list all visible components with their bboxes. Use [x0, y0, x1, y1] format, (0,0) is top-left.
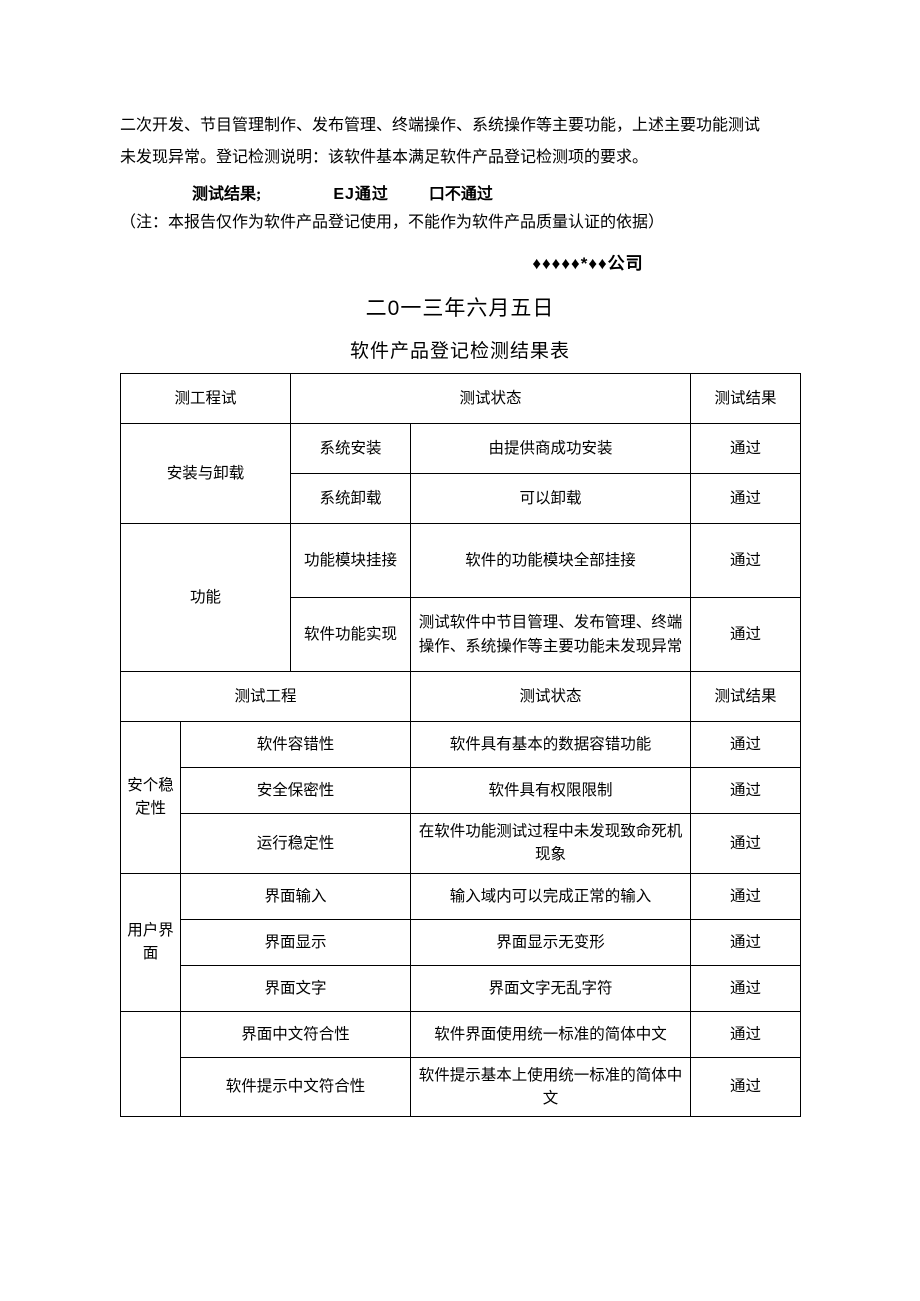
- header-status: 测试状态: [291, 374, 691, 424]
- stability-row-3: 运行稳定性 在软件功能测试过程中未发现致命死机现象 通过: [121, 814, 801, 874]
- stability-r2-status: 软件具有权限限制: [411, 768, 691, 814]
- result-table: 测工程试 测试状态 测试结果 安装与卸载 系统安装 由提供商成功安装 通过 系统…: [120, 373, 801, 1117]
- ui-r3-result: 通过: [691, 965, 801, 1011]
- note-text: （注：本报告仅作为软件产品登记使用，不能作为软件产品质量认证的依据）: [120, 210, 800, 236]
- ui-r3-item: 界面文字: [181, 965, 411, 1011]
- install-r2-item: 系统卸载: [291, 474, 411, 524]
- func-group: 功能: [121, 524, 291, 672]
- conf-r1-item: 界面中文符合性: [181, 1011, 411, 1057]
- stability-r1-status: 软件具有基本的数据容错功能: [411, 722, 691, 768]
- stability-r2-result: 通过: [691, 768, 801, 814]
- header-project-2: 测试工程: [121, 672, 411, 722]
- conf-r1-status: 软件界面使用统一标准的简体中文: [411, 1011, 691, 1057]
- intro-line-2: 未发现异常。登记检测说明：该软件基本满足软件产品登记检测项的要求。: [120, 149, 648, 166]
- stability-r1-result: 通过: [691, 722, 801, 768]
- conf-r1-result: 通过: [691, 1011, 801, 1057]
- func-r1-item: 功能模块挂接: [291, 524, 411, 598]
- func-row-1: 功能 功能模块挂接 软件的功能模块全部挂接 通过: [121, 524, 801, 598]
- intro-para: 二次开发、节目管理制作、发布管理、终端操作、系统操作等主要功能，上述主要功能测试…: [120, 110, 800, 174]
- ui-r1-result: 通过: [691, 873, 801, 919]
- ui-r2-item: 界面显示: [181, 919, 411, 965]
- stability-r3-status: 在软件功能测试过程中未发现致命死机现象: [411, 814, 691, 874]
- ui-r2-status: 界面显示无变形: [411, 919, 691, 965]
- ui-row-1: 用户界面 界面输入 输入域内可以完成正常的输入 通过: [121, 873, 801, 919]
- table-title: 软件产品登记检测结果表: [120, 336, 800, 363]
- date-zero: 0: [388, 297, 401, 320]
- document-page: 二次开发、节目管理制作、发布管理、终端操作、系统操作等主要功能，上述主要功能测试…: [0, 0, 920, 1301]
- stability-row-2: 安全保密性 软件具有权限限制 通过: [121, 768, 801, 814]
- func-r1-result: 通过: [691, 524, 801, 598]
- conf-row-1: 界面中文符合性 软件界面使用统一标准的简体中文 通过: [121, 1011, 801, 1057]
- stability-group: 安个稳定性: [121, 722, 181, 874]
- install-r1-status: 由提供商成功安装: [411, 424, 691, 474]
- install-r2-result: 通过: [691, 474, 801, 524]
- conf-r2-item: 软件提示中文符合性: [181, 1057, 411, 1117]
- ui-group: 用户界面: [121, 873, 181, 1011]
- install-r1-item: 系统安装: [291, 424, 411, 474]
- result-fail: 口不通过: [429, 182, 493, 208]
- conf-group: [121, 1011, 181, 1117]
- install-r2-status: 可以卸载: [411, 474, 691, 524]
- test-result-row: 测试结果; EJ通过 口不通过: [120, 182, 800, 208]
- conf-row-2: 软件提示中文符合性 软件提示基本上使用统一标准的简体中文 通过: [121, 1057, 801, 1117]
- install-group: 安装与卸载: [121, 424, 291, 524]
- stability-r3-item: 运行稳定性: [181, 814, 411, 874]
- install-row-1: 安装与卸载 系统安装 由提供商成功安装 通过: [121, 424, 801, 474]
- ui-row-3: 界面文字 界面文字无乱字符 通过: [121, 965, 801, 1011]
- intro-line-1: 二次开发、节目管理制作、发布管理、终端操作、系统操作等主要功能，上述主要功能测试: [120, 117, 760, 134]
- header-status-2: 测试状态: [411, 672, 691, 722]
- conf-r2-status: 软件提示基本上使用统一标准的简体中文: [411, 1057, 691, 1117]
- date-line: 二0一三年六月五日: [120, 292, 800, 322]
- stability-r2-item: 安全保密性: [181, 768, 411, 814]
- ui-r1-item: 界面输入: [181, 873, 411, 919]
- ui-r2-result: 通过: [691, 919, 801, 965]
- result-pass: EJ通过: [333, 182, 389, 208]
- header-result: 测试结果: [691, 374, 801, 424]
- stability-r1-item: 软件容错性: [181, 722, 411, 768]
- header-result-2: 测试结果: [691, 672, 801, 722]
- conf-r2-result: 通过: [691, 1057, 801, 1117]
- table-header-row: 测工程试 测试状态 测试结果: [121, 374, 801, 424]
- ui-r1-status: 输入域内可以完成正常的输入: [411, 873, 691, 919]
- stability-r3-result: 通过: [691, 814, 801, 874]
- install-r1-result: 通过: [691, 424, 801, 474]
- result-label: 测试结果;: [192, 182, 261, 208]
- func-r1-status: 软件的功能模块全部挂接: [411, 524, 691, 598]
- table-header-row-2: 测试工程 测试状态 测试结果: [121, 672, 801, 722]
- header-project: 测工程试: [121, 374, 291, 424]
- func-r2-result: 通过: [691, 598, 801, 672]
- stability-row-1: 安个稳定性 软件容错性 软件具有基本的数据容错功能 通过: [121, 722, 801, 768]
- func-r2-item: 软件功能实现: [291, 598, 411, 672]
- ui-row-2: 界面显示 界面显示无变形 通过: [121, 919, 801, 965]
- func-r2-status: 测试软件中节目管理、发布管理、终端操作、系统操作等主要功能未发现异常: [411, 598, 691, 672]
- ui-r3-status: 界面文字无乱字符: [411, 965, 691, 1011]
- company-name: ♦♦♦♦♦*♦♦公司: [376, 249, 800, 274]
- date-prefix: 二: [366, 297, 388, 320]
- date-suffix: 一三年六月五日: [400, 297, 554, 320]
